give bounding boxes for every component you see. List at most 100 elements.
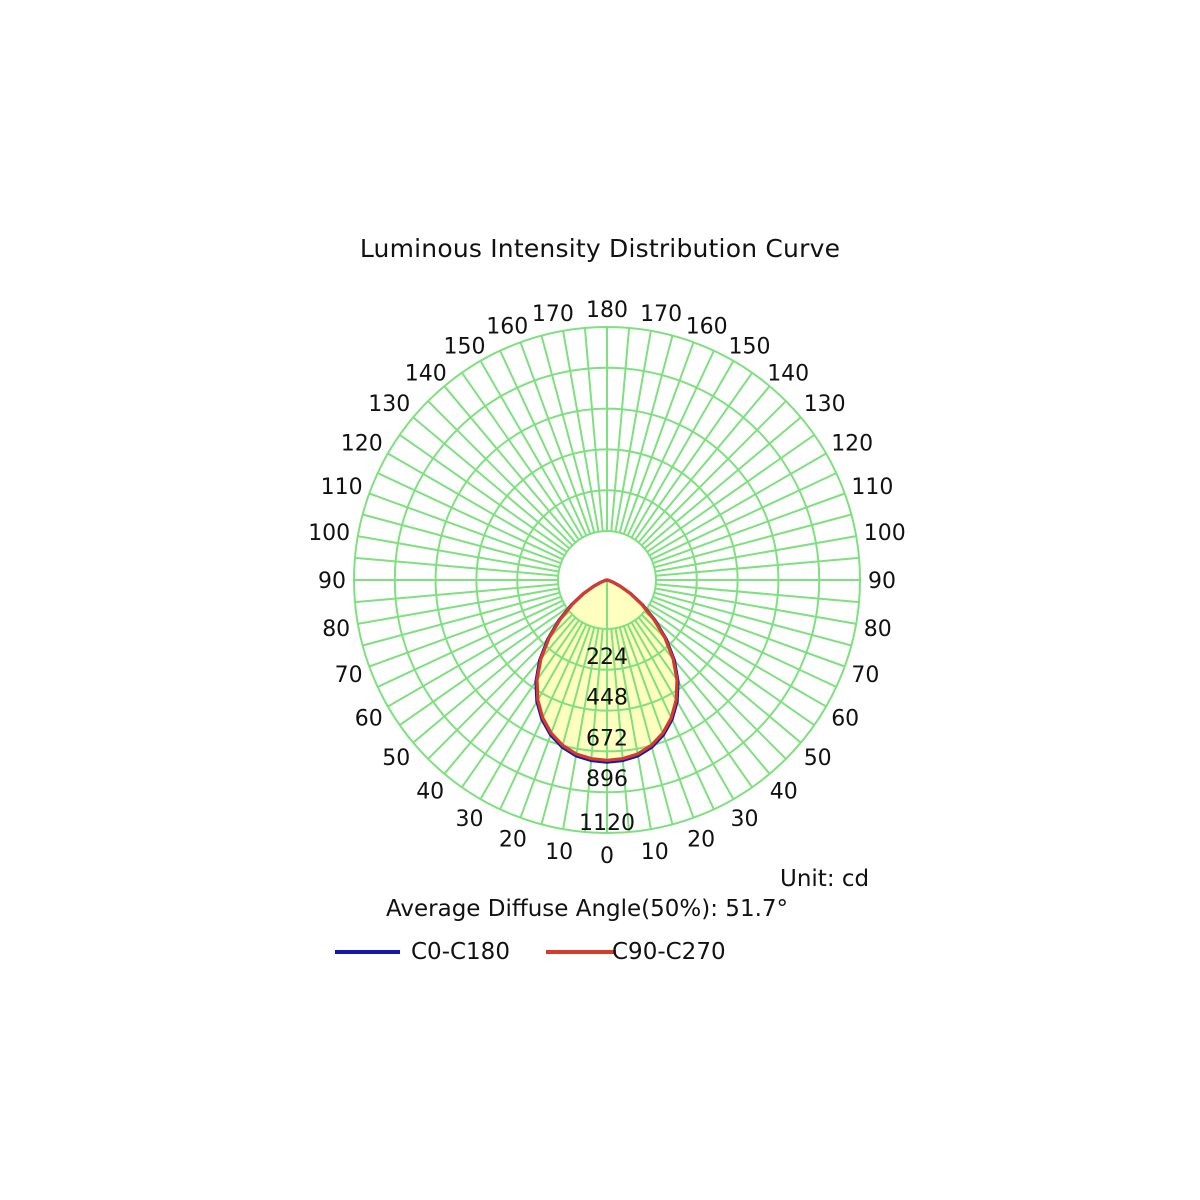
grid-spoke-50 [643, 610, 802, 744]
angle-tick-label: 140 [767, 361, 809, 386]
grid-spoke-100 [655, 535, 857, 573]
grid-spoke-155 [626, 350, 715, 537]
grid-spoke-245 [377, 472, 564, 561]
unit-label: Unit: cd [780, 866, 870, 892]
grid-spoke-75 [654, 591, 852, 647]
angle-tick-label: 60 [355, 707, 383, 732]
angle-tick-label: 170 [640, 302, 682, 327]
polar-grid [353, 326, 861, 834]
grid-spoke-195 [540, 335, 596, 533]
grid-spoke-80 [655, 587, 857, 625]
angle-tick-label: 130 [804, 392, 846, 417]
grid-spoke-145 [634, 372, 753, 541]
grid-spoke-165 [618, 335, 674, 533]
grid-spoke-275 [354, 583, 559, 604]
angle-tick-label: 170 [532, 302, 574, 327]
angle-tick-label: 100 [864, 521, 906, 546]
angle-tick-label: 70 [851, 663, 879, 688]
grid-spoke-85 [655, 583, 860, 604]
angle-tick-label: 120 [341, 432, 383, 457]
grid-spoke-20 [622, 625, 695, 819]
grid-spoke-265 [354, 556, 559, 577]
angle-tick-label: 20 [499, 827, 527, 852]
grid-spoke-345 [540, 627, 596, 825]
angle-tick-label: 160 [686, 314, 728, 339]
angle-tick-label: 70 [335, 663, 363, 688]
angle-tick-label: 30 [731, 807, 759, 832]
angle-tick-label: 130 [368, 392, 410, 417]
grid-spoke-255 [362, 513, 560, 569]
angle-tick-label: 60 [831, 707, 859, 732]
angle-tick-label: 180 [586, 298, 628, 323]
grid-spoke-140 [637, 385, 771, 544]
radial-tick-labels: 224 448 672 896 1120 [579, 645, 635, 836]
angle-tick-label: 10 [641, 840, 669, 865]
grid-spoke-340 [519, 625, 592, 819]
series-layer [534, 578, 680, 764]
grid-spoke-10 [614, 628, 652, 830]
grid-spoke-300 [387, 603, 566, 708]
radial-tick-label: 224 [586, 645, 628, 670]
grid-spoke-200 [519, 341, 592, 535]
grid-spoke-235 [399, 434, 568, 553]
angle-tick-label: 150 [729, 334, 771, 359]
angle-tick-label: 150 [444, 334, 486, 359]
angle-tick-label: 50 [804, 746, 832, 771]
angle-tick-label: 100 [308, 521, 350, 546]
radial-tick-label: 1120 [579, 811, 635, 836]
grid-spoke-35 [634, 619, 753, 788]
grid-spoke-60 [648, 603, 827, 708]
grid-spoke-5 [610, 628, 631, 833]
grid-spoke-115 [650, 472, 837, 561]
grid-spoke-205 [499, 350, 588, 537]
grid-spoke-260 [357, 535, 559, 573]
angle-tick-label: 40 [770, 780, 798, 805]
angle-tick-label: 80 [322, 617, 350, 642]
grid-spoke-320 [443, 616, 577, 775]
grid-spoke-330 [479, 621, 584, 800]
grid-spoke-30 [630, 621, 735, 800]
grid-spoke-355 [583, 628, 604, 833]
grid-spoke-325 [461, 619, 580, 788]
grid-spoke-40 [637, 616, 771, 775]
grid-spoke-350 [562, 628, 600, 830]
angle-tick-label: 90 [868, 569, 896, 594]
angle-tick-label: 10 [545, 840, 573, 865]
angle-tick-label: 40 [416, 780, 444, 805]
grid-spoke-105 [654, 513, 852, 569]
legend-label-c90-c270: C90-C270 [612, 939, 726, 965]
grid-spoke-230 [412, 416, 571, 550]
average-diffuse-angle: Average Diffuse Angle(50%): 51.7° [386, 896, 789, 922]
grid-spoke-190 [562, 330, 600, 532]
radial-tick-label: 672 [586, 726, 628, 751]
angle-tick-label: 30 [456, 807, 484, 832]
grid-spoke-250 [368, 492, 562, 565]
grid-spoke-220 [443, 385, 577, 544]
grid-spoke-310 [412, 610, 571, 744]
grid-spoke-280 [357, 587, 559, 625]
grid-spoke-120 [648, 452, 827, 557]
angle-tick-label: 20 [687, 827, 715, 852]
grid-spoke-160 [622, 341, 695, 535]
grid-spoke-290 [368, 595, 562, 668]
grid-spoke-130 [643, 416, 802, 550]
angle-tick-label: 110 [851, 475, 893, 500]
grid-spoke-225 [427, 400, 574, 547]
legend-label-c0-c180: C0-C180 [411, 939, 510, 965]
grid-spoke-65 [650, 599, 837, 688]
angle-tick-label: 90 [318, 569, 346, 594]
radial-tick-label: 448 [586, 686, 628, 711]
grid-spoke-170 [614, 330, 652, 532]
grid-spoke-185 [583, 327, 604, 532]
grid-spoke-55 [646, 607, 815, 726]
chart-title: Luminous Intensity Distribution Curve [359, 234, 841, 263]
grid-spoke-150 [630, 360, 735, 539]
angle-tick-label: 50 [382, 746, 410, 771]
grid-spoke-295 [377, 599, 564, 688]
grid-spoke-15 [618, 627, 674, 825]
grid-spoke-95 [655, 556, 860, 577]
grid-spoke-175 [610, 327, 631, 532]
grid-spoke-70 [652, 595, 846, 668]
